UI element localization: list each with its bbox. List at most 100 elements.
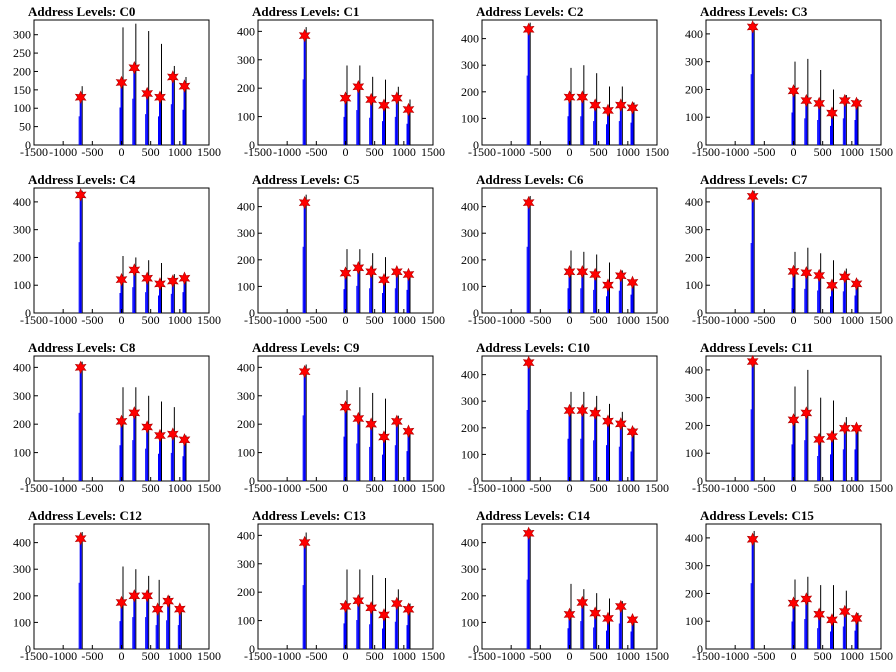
peak-marker-3 bbox=[141, 589, 154, 603]
peak-marker-3 bbox=[141, 271, 154, 286]
chart-svg: 0 100 200 300 400 -1500 -1000 -500 0 500 1000 1500 bbox=[461, 19, 669, 159]
peak-marker-3 bbox=[365, 265, 378, 279]
y-tick-label: 300 bbox=[461, 58, 479, 72]
peak-marker-1 bbox=[339, 266, 352, 280]
x-tick-label: -500 bbox=[305, 145, 327, 159]
chart-panel-c10: Address Levels: C10 0 100 200 300 400 -1500 -10… bbox=[448, 336, 672, 504]
peak-marker-5 bbox=[838, 421, 851, 435]
x-tick-label: 0 bbox=[567, 145, 573, 159]
y-tick-label: 0 bbox=[697, 138, 703, 152]
chart-title: Address Levels: C0 bbox=[28, 4, 136, 19]
y-tick-label: 0 bbox=[249, 474, 255, 488]
peak-marker-2 bbox=[352, 593, 365, 608]
chart-title: Address Levels: C9 bbox=[252, 340, 360, 355]
peak-marker-2 bbox=[800, 592, 813, 606]
peak-marker-6 bbox=[626, 612, 639, 627]
peak-marker-2 bbox=[576, 90, 589, 104]
x-tick-label: 1000 bbox=[616, 145, 640, 159]
chart-svg: 0 100 200 300 400 -1500 -1000 -500 0 500 1000 1500 bbox=[685, 523, 893, 663]
peak-marker-2 bbox=[800, 265, 813, 280]
x-tick-label: 1500 bbox=[421, 313, 445, 327]
peak-marker-2 bbox=[128, 406, 141, 420]
peak-marker-0 bbox=[522, 22, 535, 37]
peak-marker-6 bbox=[850, 611, 863, 626]
x-tick-label: 1000 bbox=[392, 313, 416, 327]
peak-marker-4 bbox=[378, 430, 390, 444]
peak-marker-4 bbox=[826, 613, 838, 627]
peak-marker-6 bbox=[173, 602, 186, 616]
y-tick-label: 300 bbox=[461, 226, 479, 240]
chart-title: Address Levels: C8 bbox=[28, 340, 136, 355]
x-tick-label: -500 bbox=[753, 649, 775, 663]
peak-marker-5 bbox=[614, 269, 627, 283]
peak-marker-6 bbox=[178, 433, 191, 447]
y-tick-label: 200 bbox=[461, 421, 479, 435]
peak-marker-5 bbox=[614, 417, 627, 431]
y-tick-label: 0 bbox=[249, 306, 255, 320]
chart-title: Address Levels: C4 bbox=[28, 172, 136, 187]
y-tick-label: 200 bbox=[237, 253, 255, 267]
y-tick-label: 0 bbox=[697, 642, 703, 656]
x-tick-label: 500 bbox=[366, 313, 384, 327]
chart-panel-c3: Address Levels: C3 0 100 200 300 400 -1500 -100… bbox=[672, 0, 896, 168]
x-tick-label: -1500 bbox=[244, 481, 272, 495]
y-tick-label: 300 bbox=[685, 391, 703, 405]
x-tick-label: -1500 bbox=[468, 649, 496, 663]
y-tick-label: 400 bbox=[461, 200, 479, 214]
peak-marker-5 bbox=[614, 98, 627, 112]
chart-panel-c1: Address Levels: C1 0 100 200 300 400 -1500 -100… bbox=[224, 0, 448, 168]
x-tick-label: -1000 bbox=[273, 145, 301, 159]
y-tick-label: 400 bbox=[237, 360, 255, 374]
x-tick-label: -1000 bbox=[497, 481, 525, 495]
x-tick-label: -1500 bbox=[692, 481, 720, 495]
x-tick-label: 1500 bbox=[197, 649, 221, 663]
peak-marker-5 bbox=[838, 93, 851, 108]
peak-marker-3 bbox=[813, 96, 826, 111]
peak-marker-6 bbox=[178, 271, 191, 286]
y-tick-label: 100 bbox=[685, 278, 703, 292]
peak-marker-2 bbox=[128, 589, 141, 603]
chart-panel-c2: Address Levels: C2 0 100 200 300 400 -1500 -100… bbox=[448, 0, 672, 168]
chart-title: Address Levels: C1 bbox=[252, 4, 360, 19]
y-tick-label: 300 bbox=[13, 28, 31, 42]
y-tick-label: 200 bbox=[685, 586, 703, 600]
peak-marker-0 bbox=[746, 20, 759, 34]
y-tick-label: 200 bbox=[685, 82, 703, 96]
x-tick-label: 1500 bbox=[645, 313, 669, 327]
y-tick-label: 100 bbox=[13, 101, 31, 115]
x-tick-label: 1500 bbox=[645, 649, 669, 663]
y-tick-label: 100 bbox=[685, 446, 703, 460]
y-tick-label: 100 bbox=[461, 615, 479, 629]
x-tick-label: 1500 bbox=[645, 481, 669, 495]
x-tick-label: 1500 bbox=[645, 145, 669, 159]
chart-panel-c11: Address Levels: C11 0 100 200 300 400 -1500 -10… bbox=[672, 336, 896, 504]
peak-marker-0 bbox=[746, 354, 759, 369]
peak-marker-6 bbox=[626, 101, 639, 115]
x-tick-label: -1500 bbox=[468, 313, 496, 327]
x-tick-label: 500 bbox=[366, 649, 384, 663]
x-tick-label: 1000 bbox=[616, 481, 640, 495]
x-tick-label: 0 bbox=[119, 649, 125, 663]
peak-marker-3 bbox=[813, 607, 826, 622]
peak-marker-5 bbox=[390, 596, 403, 611]
y-tick-label: 150 bbox=[13, 83, 31, 97]
peak-marker-4 bbox=[602, 103, 614, 118]
x-tick-label: -500 bbox=[81, 649, 103, 663]
peak-marker-6 bbox=[850, 277, 863, 291]
y-tick-label: 400 bbox=[237, 200, 255, 214]
x-tick-label: 1000 bbox=[168, 145, 192, 159]
peak-marker-5 bbox=[390, 265, 403, 279]
peak-marker-2 bbox=[128, 61, 141, 75]
y-tick-label: 300 bbox=[13, 223, 31, 237]
peak-marker-0 bbox=[74, 188, 87, 202]
x-tick-label: -1000 bbox=[273, 481, 301, 495]
peak-marker-6 bbox=[402, 102, 415, 117]
y-tick-label: 300 bbox=[685, 55, 703, 69]
x-tick-label: -1000 bbox=[497, 145, 525, 159]
peak-marker-0 bbox=[522, 195, 535, 210]
peak-marker-4 bbox=[154, 428, 166, 443]
peak-marker-4 bbox=[602, 414, 614, 428]
y-tick-label: 300 bbox=[237, 226, 255, 240]
peak-marker-6 bbox=[626, 425, 639, 439]
peak-marker-3 bbox=[365, 601, 378, 615]
